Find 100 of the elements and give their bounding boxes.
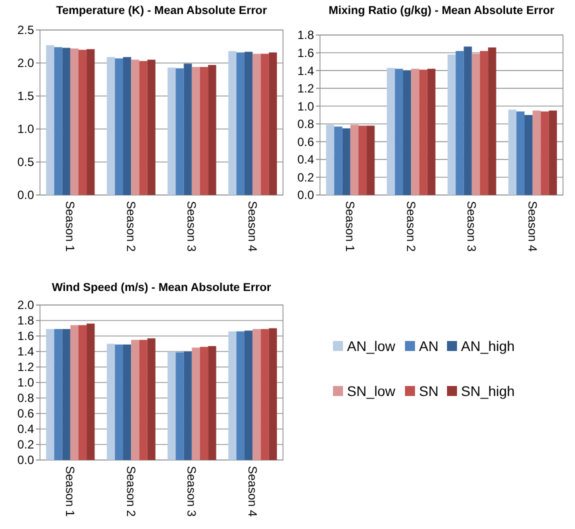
y-tick-label: 0.6 bbox=[297, 134, 314, 149]
x-tick-label: Season 2 bbox=[404, 201, 418, 252]
bar bbox=[244, 330, 253, 460]
bar bbox=[427, 68, 436, 195]
bar bbox=[464, 46, 472, 195]
x-tick-label: Season 1 bbox=[63, 466, 78, 518]
y-tick-label: 1.0 bbox=[17, 122, 34, 136]
bar bbox=[228, 51, 236, 195]
bar bbox=[386, 68, 395, 195]
legend-label: AN bbox=[419, 338, 438, 354]
y-tick-label: 1.0 bbox=[17, 376, 34, 390]
bar bbox=[139, 340, 148, 460]
x-tick-label: Season 2 bbox=[124, 201, 138, 252]
bar bbox=[334, 126, 342, 195]
legend-label: AN_high bbox=[461, 338, 515, 354]
bar bbox=[192, 348, 200, 460]
x-tick-label: Season 3 bbox=[184, 466, 199, 518]
bar bbox=[123, 344, 132, 460]
chart-title: Mixing Ratio (g/kg) - Mean Absolute Error bbox=[328, 5, 555, 17]
y-tick-label: 2.0 bbox=[17, 298, 34, 312]
bar bbox=[54, 47, 62, 195]
bar bbox=[350, 124, 358, 195]
bar bbox=[480, 51, 488, 195]
y-tick-label: 0.0 bbox=[17, 188, 34, 202]
bar bbox=[472, 54, 480, 195]
bar bbox=[358, 126, 367, 195]
y-tick-label: 0.6 bbox=[17, 406, 34, 421]
x-tick-label: Season 3 bbox=[184, 201, 199, 252]
y-tick-label: 1.2 bbox=[297, 82, 314, 96]
bar bbox=[123, 57, 132, 195]
bar bbox=[448, 54, 456, 195]
bar bbox=[200, 346, 208, 460]
y-tick-label: 0.5 bbox=[17, 155, 34, 170]
bar bbox=[236, 331, 245, 460]
bar bbox=[524, 115, 533, 195]
bar bbox=[176, 68, 184, 195]
y-tick-label: 0.0 bbox=[17, 453, 34, 468]
y-tick-label: 2.0 bbox=[17, 56, 34, 70]
legend-label: SN_low bbox=[347, 382, 396, 399]
bar bbox=[548, 110, 557, 195]
bar bbox=[86, 324, 95, 460]
x-tick-label: Season 1 bbox=[63, 201, 78, 252]
bar bbox=[208, 346, 216, 460]
y-tick-label: 2.5 bbox=[17, 23, 34, 38]
bar bbox=[46, 329, 54, 460]
x-tick-label: Season 1 bbox=[343, 201, 358, 252]
y-tick-label: 1.5 bbox=[17, 89, 34, 104]
bar bbox=[139, 61, 148, 195]
y-tick-label: 1.8 bbox=[17, 314, 34, 328]
bar bbox=[394, 68, 404, 195]
x-tick-label: Season 4 bbox=[245, 466, 260, 518]
bar bbox=[488, 47, 496, 195]
y-tick-label: 0.4 bbox=[17, 422, 34, 436]
bar bbox=[114, 58, 124, 195]
x-tick-label: Season 4 bbox=[525, 201, 540, 252]
bar bbox=[268, 52, 277, 195]
legend-label: SN bbox=[419, 382, 438, 399]
legend-label: AN_low bbox=[347, 338, 396, 354]
bar bbox=[184, 352, 192, 460]
bar bbox=[411, 68, 420, 195]
bar bbox=[366, 126, 375, 195]
y-tick-label: 1.4 bbox=[17, 344, 34, 359]
y-tick-label: 1.8 bbox=[297, 28, 314, 42]
bar bbox=[403, 70, 412, 195]
bar bbox=[78, 325, 87, 460]
bar bbox=[260, 329, 269, 460]
bar bbox=[192, 66, 200, 195]
bar bbox=[86, 49, 95, 195]
bar bbox=[200, 66, 208, 195]
bar bbox=[540, 111, 549, 195]
y-tick-label: 0.2 bbox=[297, 170, 314, 184]
bar bbox=[260, 54, 269, 195]
y-tick-label: 1.6 bbox=[297, 46, 314, 60]
x-tick-label: Season 4 bbox=[245, 201, 260, 252]
bar bbox=[78, 50, 87, 195]
bar bbox=[516, 111, 525, 195]
y-tick-label: 0.0 bbox=[297, 188, 314, 202]
bar bbox=[54, 329, 62, 460]
bar bbox=[106, 344, 115, 460]
bar bbox=[114, 344, 124, 460]
y-tick-label: 1.2 bbox=[17, 360, 34, 374]
x-tick-label: Season 2 bbox=[124, 466, 138, 518]
bar bbox=[456, 51, 464, 195]
chart-title: Wind Speed (m/s) - Mean Absolute Error bbox=[52, 282, 272, 294]
bar bbox=[208, 64, 216, 195]
bar bbox=[342, 128, 350, 195]
y-tick-label: 0.2 bbox=[17, 438, 34, 452]
legend-label: SN_high bbox=[461, 382, 515, 399]
bar bbox=[168, 352, 176, 460]
bar bbox=[147, 60, 156, 195]
bar bbox=[532, 110, 541, 195]
bar bbox=[46, 45, 54, 195]
bar bbox=[326, 124, 334, 195]
bar bbox=[252, 54, 261, 195]
bar bbox=[228, 331, 236, 460]
bar bbox=[168, 68, 176, 195]
y-tick-label: 0.4 bbox=[297, 152, 314, 167]
bar bbox=[268, 328, 277, 460]
bar bbox=[106, 57, 115, 195]
bar bbox=[508, 110, 516, 195]
